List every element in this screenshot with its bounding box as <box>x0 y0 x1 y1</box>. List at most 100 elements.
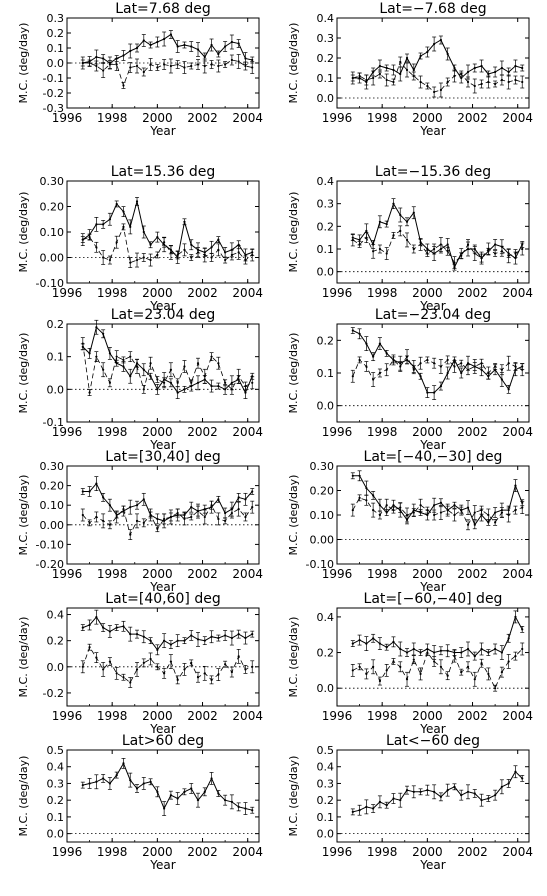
data-point <box>244 384 247 388</box>
data-point <box>81 784 84 787</box>
data-point <box>405 238 409 242</box>
series-line-solid <box>352 330 523 394</box>
data-point <box>176 253 179 257</box>
y-axis-label: M.C. (deg/day) <box>287 475 300 556</box>
data-point <box>135 787 139 790</box>
data-point <box>426 651 429 654</box>
data-point <box>494 794 497 797</box>
data-point <box>358 74 361 78</box>
data-point <box>237 375 240 378</box>
data-point <box>460 509 463 512</box>
series-line-dashed <box>352 61 523 93</box>
x-tick-label: 1998 <box>367 286 398 300</box>
series-line-solid <box>82 201 253 259</box>
y-tick-label: -0.10 <box>306 558 334 571</box>
x-tick-label: 1998 <box>367 567 398 581</box>
data-point <box>230 388 233 391</box>
data-point <box>358 665 361 668</box>
data-point <box>412 511 415 514</box>
data-point <box>129 66 132 69</box>
data-point <box>446 649 449 652</box>
data-point <box>507 80 510 84</box>
data-point <box>372 665 375 668</box>
data-point <box>365 78 368 82</box>
data-point <box>405 678 409 681</box>
data-point <box>156 378 159 381</box>
data-point <box>385 368 388 371</box>
data-point <box>460 794 463 797</box>
data-point <box>244 668 247 671</box>
x-tick-label: 2000 <box>142 567 173 581</box>
data-point <box>224 258 227 262</box>
x-tick-label: 2000 <box>412 111 443 125</box>
data-point <box>217 517 220 521</box>
plot-frame <box>66 323 260 423</box>
y-axis-label: M.C. (deg/day) <box>17 475 30 556</box>
data-point <box>365 642 368 645</box>
data-point <box>183 220 186 223</box>
data-point <box>244 515 247 519</box>
data-point <box>163 381 166 384</box>
data-point <box>372 76 375 80</box>
data-point <box>217 64 220 68</box>
data-point <box>372 355 375 358</box>
data-point <box>399 229 402 232</box>
series-line-solid <box>82 33 253 64</box>
data-point <box>514 615 517 619</box>
y-tick-label: -0.2 <box>43 87 64 100</box>
data-point <box>196 63 200 66</box>
data-point <box>405 355 409 358</box>
data-point <box>108 523 112 526</box>
data-point <box>392 234 395 237</box>
data-point <box>494 243 497 246</box>
data-point <box>439 795 443 798</box>
data-point <box>88 391 91 394</box>
data-point <box>102 668 105 671</box>
data-point <box>95 616 98 619</box>
data-point <box>142 70 145 74</box>
data-point <box>149 258 152 262</box>
data-point <box>237 60 240 63</box>
x-axis-label: Year <box>419 124 445 138</box>
data-point <box>419 375 422 378</box>
data-point <box>351 669 354 672</box>
chart-panel: Lat=15.36 deg 1996 1998 2000 2002 2004 -0.10 0.… <box>17 164 263 313</box>
data-point <box>108 660 112 663</box>
data-point <box>115 241 118 244</box>
data-point <box>88 236 91 239</box>
data-point <box>102 69 105 72</box>
data-point <box>399 799 402 802</box>
data-point <box>203 64 206 68</box>
data-point <box>196 638 200 641</box>
data-point <box>108 258 112 262</box>
data-point <box>142 635 145 638</box>
data-point <box>365 672 368 676</box>
y-tick-label: 0.2 <box>317 220 335 233</box>
data-point <box>224 519 227 522</box>
data-point <box>372 807 375 810</box>
data-point <box>210 246 213 249</box>
data-point <box>230 253 233 257</box>
chart-title: Lat=23.04 deg <box>111 307 216 323</box>
data-point <box>176 63 179 66</box>
x-tick-label: 2004 <box>502 111 533 125</box>
x-tick-label: 2002 <box>457 709 488 723</box>
series-line-solid <box>82 482 253 522</box>
data-point <box>135 46 139 50</box>
data-point <box>392 660 395 663</box>
chart-panel: Lat>60 deg 1996 1998 2000 2002 2004 0.0 0.1 0.2 0… <box>17 733 263 872</box>
data-point <box>365 805 368 808</box>
data-point <box>217 498 220 501</box>
data-point <box>149 513 152 517</box>
data-point <box>135 365 139 368</box>
data-point <box>237 805 240 808</box>
data-point <box>129 633 132 636</box>
data-point <box>433 90 436 94</box>
data-point <box>135 504 139 507</box>
data-point <box>156 40 159 44</box>
series-line-dashed <box>82 225 253 264</box>
data-point <box>251 809 254 812</box>
data-point <box>129 779 132 782</box>
data-point <box>514 509 517 512</box>
x-tick-label: 2002 <box>187 845 218 859</box>
